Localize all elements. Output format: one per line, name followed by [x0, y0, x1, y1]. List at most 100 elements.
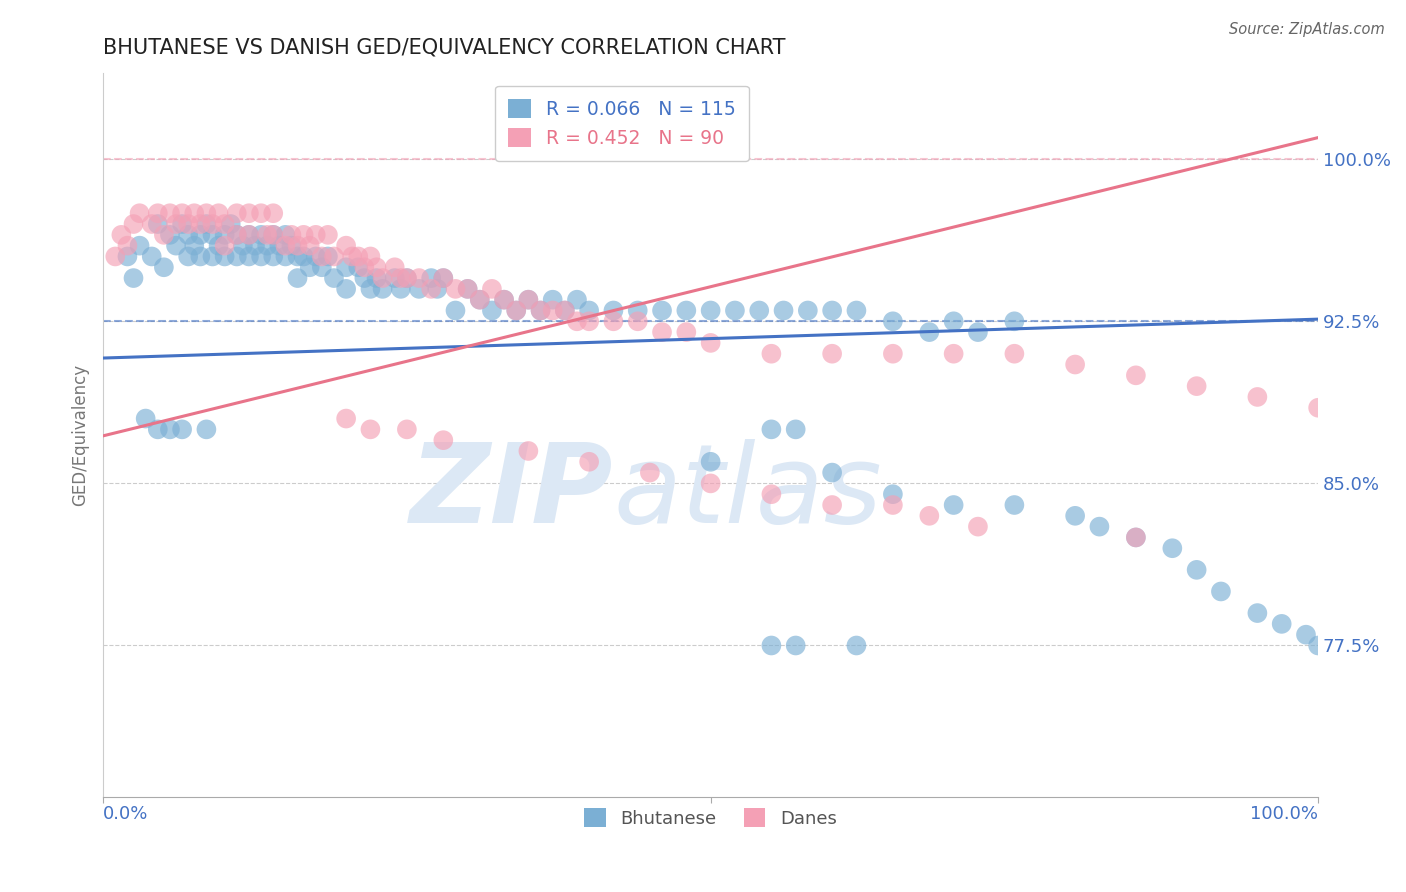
Point: [797, 303, 820, 318]
Text: 0.0%: 0.0%: [103, 805, 149, 823]
Point: [201, 227, 224, 242]
Point: [280, 238, 302, 252]
Point: [335, 238, 357, 252]
Point: [384, 271, 406, 285]
Point: [1064, 508, 1087, 523]
Point: [408, 271, 430, 285]
Point: [183, 206, 205, 220]
Point: [627, 303, 650, 318]
Point: [1246, 606, 1268, 620]
Point: [280, 227, 302, 242]
Point: [384, 260, 406, 275]
Point: [110, 227, 132, 242]
Point: [517, 293, 540, 307]
Point: [1185, 563, 1208, 577]
Point: [188, 217, 211, 231]
Point: [578, 455, 600, 469]
Point: [1002, 347, 1025, 361]
Point: [292, 227, 315, 242]
Point: [699, 455, 721, 469]
Point: [432, 271, 454, 285]
Text: 100.0%: 100.0%: [1250, 805, 1319, 823]
Point: [323, 271, 346, 285]
Point: [761, 639, 783, 653]
Point: [287, 250, 309, 264]
Point: [188, 250, 211, 264]
Point: [262, 250, 284, 264]
Point: [942, 347, 965, 361]
Point: [238, 206, 260, 220]
Point: [420, 271, 443, 285]
Point: [359, 422, 381, 436]
Point: [353, 260, 375, 275]
Point: [287, 238, 309, 252]
Point: [845, 303, 868, 318]
Point: [529, 303, 551, 318]
Point: [481, 282, 503, 296]
Point: [942, 498, 965, 512]
Point: [395, 271, 418, 285]
Point: [845, 639, 868, 653]
Point: [578, 314, 600, 328]
Point: [159, 422, 181, 436]
Point: [274, 238, 297, 252]
Point: [821, 498, 844, 512]
Point: [1295, 628, 1317, 642]
Point: [323, 250, 346, 264]
Point: [494, 293, 516, 307]
Point: [821, 347, 844, 361]
Point: [298, 238, 321, 252]
Point: [201, 217, 224, 231]
Point: [541, 293, 564, 307]
Point: [342, 250, 364, 264]
Point: [122, 217, 145, 231]
Point: [1209, 584, 1232, 599]
Point: [505, 303, 527, 318]
Point: [250, 250, 273, 264]
Point: [785, 639, 807, 653]
Point: [395, 422, 418, 436]
Point: [177, 227, 200, 242]
Point: [305, 250, 328, 264]
Point: [748, 303, 770, 318]
Point: [195, 217, 218, 231]
Point: [426, 282, 449, 296]
Point: [761, 487, 783, 501]
Point: [761, 347, 783, 361]
Point: [395, 271, 418, 285]
Point: [882, 347, 904, 361]
Point: [172, 422, 194, 436]
Point: [122, 271, 145, 285]
Point: [128, 206, 150, 220]
Point: [724, 303, 747, 318]
Point: [494, 293, 516, 307]
Point: [457, 282, 479, 296]
Point: [444, 303, 467, 318]
Point: [146, 217, 169, 231]
Point: [420, 282, 443, 296]
Point: [1308, 401, 1330, 415]
Point: [918, 508, 941, 523]
Point: [214, 250, 236, 264]
Point: [287, 271, 309, 285]
Point: [159, 206, 181, 220]
Point: [225, 227, 247, 242]
Point: [578, 303, 600, 318]
Point: [177, 217, 200, 231]
Point: [651, 325, 673, 339]
Point: [141, 250, 163, 264]
Point: [1002, 498, 1025, 512]
Point: [1271, 616, 1294, 631]
Point: [165, 217, 187, 231]
Point: [207, 238, 229, 252]
Point: [517, 293, 540, 307]
Point: [882, 498, 904, 512]
Point: [371, 271, 394, 285]
Point: [141, 217, 163, 231]
Point: [305, 227, 328, 242]
Point: [967, 519, 990, 533]
Point: [256, 238, 278, 252]
Point: [201, 250, 224, 264]
Point: [274, 250, 297, 264]
Point: [195, 422, 218, 436]
